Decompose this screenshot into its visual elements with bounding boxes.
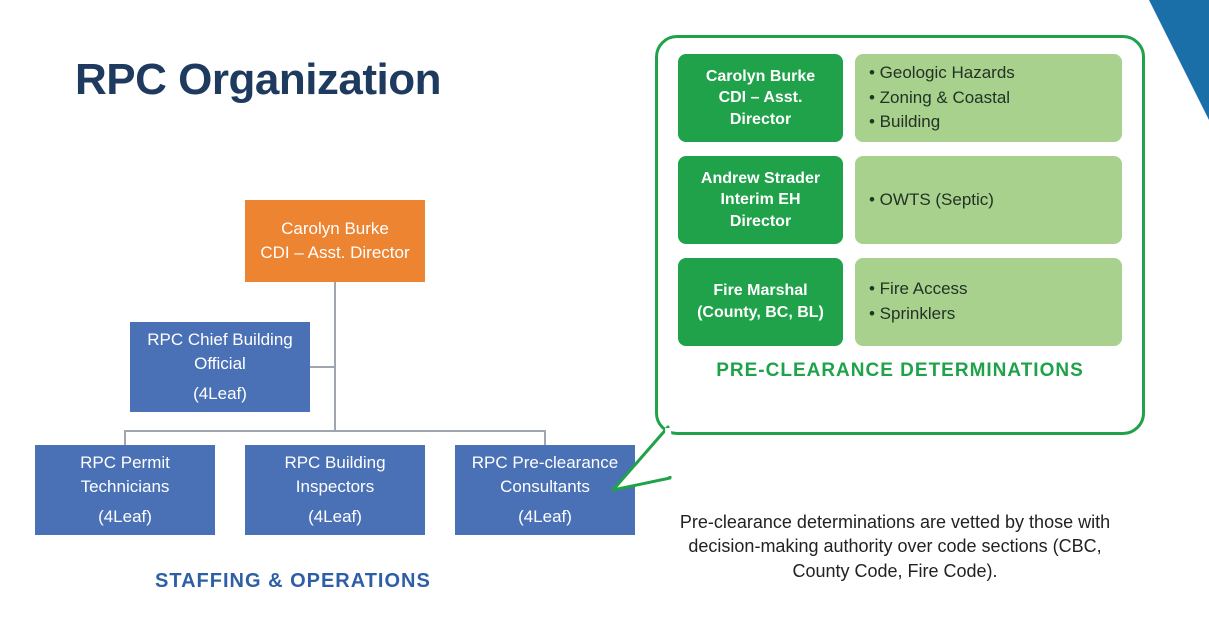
- org-connector: [544, 430, 546, 445]
- org-box-line3: (4Leaf): [518, 505, 572, 529]
- org-box-line3: (4Leaf): [308, 505, 362, 529]
- preclearance-item: • Sprinklers: [869, 302, 1108, 327]
- callout-tail: [608, 420, 688, 500]
- org-leaf-box: RPC BuildingInspectors (4Leaf): [245, 445, 425, 535]
- page-title: RPC Organization: [75, 55, 441, 105]
- preclearance-item: • Fire Access: [869, 277, 1108, 302]
- org-box-line3: (4Leaf): [98, 505, 152, 529]
- org-connector: [124, 430, 546, 432]
- org-box-line2: Official: [194, 352, 246, 376]
- org-connector: [310, 366, 335, 368]
- org-box-line1: RPC Pre-clearance: [472, 451, 618, 475]
- org-box-line1: RPC Chief Building: [147, 328, 293, 352]
- org-box-line2: CDI – Asst. Director: [260, 241, 409, 265]
- preclearance-head-line: Director: [730, 211, 791, 233]
- preclearance-head-line: (County, BC, BL): [697, 302, 824, 324]
- preclearance-body: • Fire Access• Sprinklers: [855, 258, 1122, 346]
- org-connector: [124, 430, 126, 445]
- org-box-line1: Carolyn Burke: [281, 217, 389, 241]
- preclearance-callout: Carolyn BurkeCDI – Asst.Director• Geolog…: [655, 35, 1145, 435]
- org-box-line3: (4Leaf): [193, 382, 247, 406]
- preclearance-head-line: Interim EH: [720, 189, 800, 211]
- preclearance-item: • OWTS (Septic): [869, 188, 1108, 213]
- preclearance-head-line: CDI – Asst.: [719, 87, 803, 109]
- preclearance-head: Carolyn BurkeCDI – Asst.Director: [678, 54, 843, 142]
- org-box-line1: RPC Building: [284, 451, 385, 475]
- preclearance-head-line: Director: [730, 109, 791, 131]
- org-box-line1: RPC Permit: [80, 451, 170, 475]
- org-connector: [334, 282, 336, 430]
- corner-accent: [1149, 0, 1209, 120]
- preclearance-caption: PRE-CLEARANCE DETERMINATIONS: [678, 360, 1122, 382]
- org-mid-box: RPC Chief BuildingOfficial (4Leaf): [130, 322, 310, 412]
- preclearance-item: • Zoning & Coastal: [869, 86, 1108, 111]
- preclearance-row: Carolyn BurkeCDI – Asst.Director• Geolog…: [678, 54, 1122, 142]
- preclearance-head: Fire Marshal(County, BC, BL): [678, 258, 843, 346]
- preclearance-body: • OWTS (Septic): [855, 156, 1122, 244]
- preclearance-head-line: Fire Marshal: [713, 280, 807, 302]
- preclearance-head: Andrew StraderInterim EHDirector: [678, 156, 843, 244]
- org-leaf-box: RPC PermitTechnicians (4Leaf): [35, 445, 215, 535]
- org-box-line2: Technicians: [81, 475, 170, 499]
- preclearance-item: • Geologic Hazards: [869, 61, 1108, 86]
- preclearance-body: • Geologic Hazards• Zoning & Coastal• Bu…: [855, 54, 1122, 142]
- preclearance-row: Fire Marshal(County, BC, BL)• Fire Acces…: [678, 258, 1122, 346]
- org-box-line2: Consultants: [500, 475, 590, 499]
- preclearance-row: Andrew StraderInterim EHDirector • OWTS (…: [678, 156, 1122, 244]
- preclearance-head-line: Andrew Strader: [701, 168, 820, 190]
- org-box-line2: Inspectors: [296, 475, 374, 499]
- org-root-box: Carolyn BurkeCDI – Asst. Director: [245, 200, 425, 282]
- preclearance-item: • Building: [869, 110, 1108, 135]
- footer-note: Pre-clearance determinations are vetted …: [670, 510, 1120, 583]
- staffing-caption: STAFFING & OPERATIONS: [155, 570, 431, 593]
- preclearance-head-line: Carolyn Burke: [706, 66, 815, 88]
